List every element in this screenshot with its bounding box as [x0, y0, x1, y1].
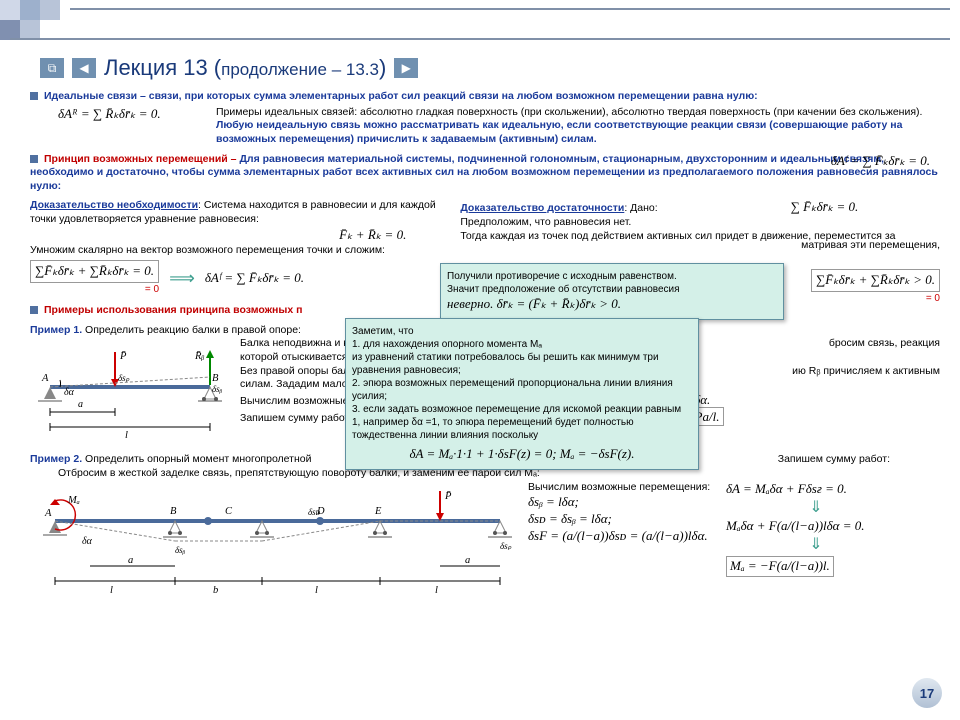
example-2: Пример 2. Определить опорный момент мног…: [30, 453, 940, 600]
svg-text:Mₐ: Mₐ: [67, 495, 80, 506]
s1-formula: δAᴿ = ∑ R̄ₖδr̄ₖ = 0.: [58, 106, 198, 147]
svg-text:b: b: [213, 585, 218, 596]
svg-text:δsₚ: δsₚ: [118, 373, 130, 383]
s2-heading: Принцип возможных перемещений –: [44, 153, 237, 165]
page-number: 17: [912, 678, 942, 708]
svg-text:B: B: [170, 506, 177, 517]
svg-text:δsᵦ: δsᵦ: [212, 384, 223, 394]
svg-text:B: B: [212, 373, 219, 384]
nav-prev-icon[interactable]: ◀: [72, 58, 96, 78]
svg-text:δsᴅ: δsᴅ: [308, 507, 321, 517]
svg-text:A: A: [41, 373, 49, 384]
svg-text:C: C: [225, 506, 233, 517]
s1-example: Примеры идеальных связей: абсолютно глад…: [216, 106, 940, 147]
svg-text:l: l: [110, 585, 113, 596]
ex2-result: δA = Mₐδα + Fδsғ = 0. ⇓ Mₐδα + F(a/(l−a)…: [726, 481, 906, 577]
pd-t2: Предположим, что равновесия нет.: [460, 216, 940, 230]
nav-next-icon[interactable]: ▶: [394, 58, 418, 78]
svg-text:a: a: [78, 399, 83, 410]
svg-text:A: A: [44, 508, 52, 519]
svg-text:P̄: P̄: [119, 351, 127, 363]
svg-text:δα: δα: [82, 536, 93, 547]
arrow-down-icon: ⇓: [726, 535, 906, 556]
pd-f1-box: ∑F̄ₖδr̄ₖ + ∑R̄ₖδr̄ₖ > 0. = 0: [811, 269, 940, 305]
diagram-2: Mₐ P̄ ABCDE δα δsᵦδsᴅδsₚ l b l l a a: [30, 481, 520, 601]
arrow-down-icon: ⇓: [726, 498, 906, 519]
svg-text:a: a: [465, 555, 470, 566]
section-ideal: Идеальные связи – связи, при которых сум…: [30, 90, 940, 147]
ex2-title: Определить опорный момент многопролетной: [85, 453, 311, 465]
popup-2: Заметим, что 1. для нахождения опорного …: [345, 318, 699, 470]
ex1-title: Определить реакцию балки в правой опоре:: [85, 324, 301, 336]
pn-f2-box: ∑F̄ₖδr̄ₖ + ∑R̄ₖδr̄ₖ = 0. = 0: [30, 260, 159, 296]
svg-text:δα: δα: [64, 387, 75, 398]
pn-t2: Умножим скалярно на вектор возможного пе…: [30, 244, 446, 258]
s3-heading: Примеры использования принципа возможных…: [44, 304, 302, 316]
svg-text:l: l: [435, 585, 438, 596]
title-row: ⧉ ◀ Лекция 13 (продолжение – 13.3) ▶: [40, 55, 418, 81]
svg-text:E: E: [374, 506, 382, 517]
content: Идеальные связи – связи, при которых сум…: [30, 90, 940, 607]
pd-t1: : Дано:: [624, 202, 657, 214]
page-title: Лекция 13 (продолжение – 13.3): [104, 55, 386, 81]
arrow-right-icon: ⟹: [169, 267, 195, 290]
pn-f3: δAᶠ = ∑ F̄ₖδr̄ₖ = 0.: [205, 270, 304, 287]
svg-text:δsᵦ: δsᵦ: [175, 545, 186, 555]
pd-f0: ∑ F̄ₖδr̄ₖ = 0.: [791, 199, 859, 214]
svg-text:l: l: [125, 430, 128, 441]
ex2-calc: Вычислим возможные перемещения: δsᵦ = lδ…: [528, 481, 718, 545]
pn-f1: F̄ₖ + R̄ₖ = 0.: [30, 227, 406, 244]
section-principle: Принцип возможных перемещений – Для равн…: [30, 153, 940, 194]
ex2-writesum: Запишем сумму работ:: [778, 453, 890, 467]
svg-text:P̄: P̄: [444, 490, 452, 502]
popup-1: Получили противоречие с исходным равенст…: [440, 263, 784, 320]
title-main: Лекция 13: [104, 55, 208, 80]
s1-text: – связи, при которых сумма элементарных …: [140, 90, 758, 102]
title-sub: продолжение – 13.3: [221, 60, 379, 79]
pd-t4: матривая эти перемещения,: [801, 239, 940, 253]
diagram-1: P̄ R̄ᵦ A B δα a δsₚ δsᵦ l: [30, 337, 230, 447]
header-decoration: [0, 0, 960, 45]
svg-text:a: a: [128, 555, 133, 566]
svg-text:l: l: [315, 585, 318, 596]
proof-necessity: Доказательство необходимости: Система на…: [30, 199, 446, 296]
svg-text:δsₚ: δsₚ: [500, 541, 512, 551]
s2-formula: δAᶠ = ∑ F̄ₖδr̄ₖ = 0.: [831, 153, 930, 170]
svg-text:R̄ᵦ: R̄ᵦ: [194, 351, 204, 363]
s1-heading: Идеальные связи: [44, 90, 137, 102]
nav-home-icon[interactable]: ⧉: [40, 58, 64, 78]
